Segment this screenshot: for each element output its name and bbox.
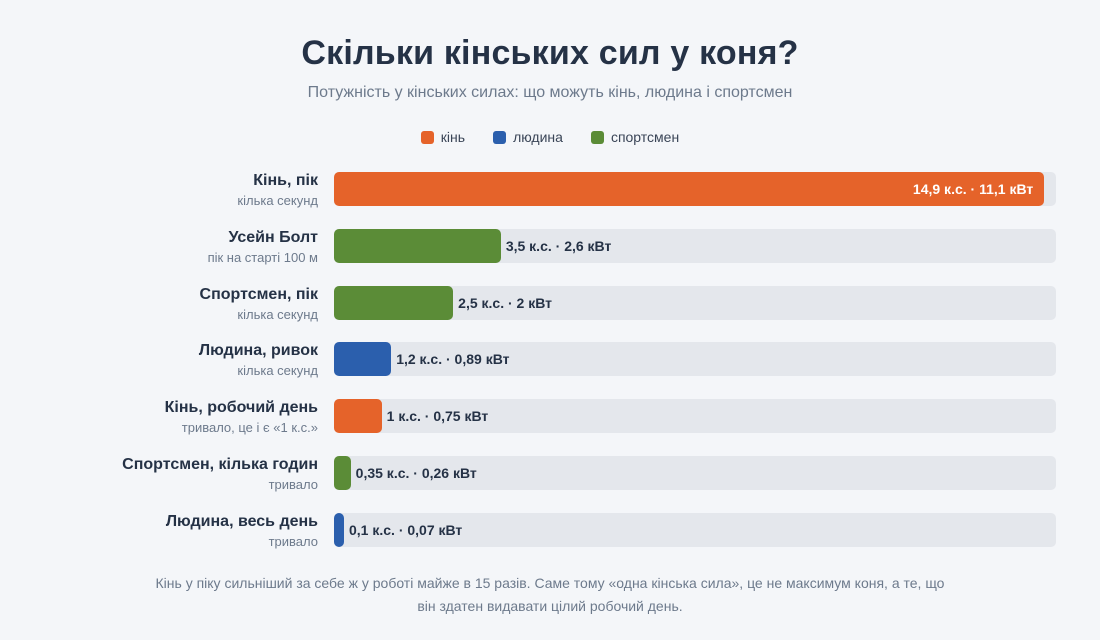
legend-swatch-horse <box>420 130 434 144</box>
bar-track: 14,9 к.с. · 11,1 кВт <box>334 172 1056 206</box>
legend-item-athlete: спортсмен <box>590 129 680 145</box>
bar <box>334 229 501 263</box>
legend-label-horse: кінь <box>440 129 466 145</box>
category-label: Кінь, пік <box>253 172 318 189</box>
legend-label-human: людина <box>513 129 563 145</box>
legend: кінь людина спортсмен <box>0 129 1100 145</box>
row-label: Спортсмен, кілька годин тривало <box>122 455 318 493</box>
legend-item-horse: кінь <box>420 129 466 145</box>
bar-track: 0,1 к.с. · 0,07 кВт <box>334 513 1056 547</box>
category-note: тривало <box>268 477 318 492</box>
category-note: кілька секунд <box>237 193 318 208</box>
bar <box>334 456 351 490</box>
value-label: 0,1 к.с. · 0,07 кВт <box>349 522 463 538</box>
category-label: Спортсмен, кілька годин <box>122 456 318 473</box>
legend-swatch-human <box>493 130 507 144</box>
row-label: Усейн Болт пік на старті 100 м <box>208 228 318 266</box>
chart-subtitle: Потужність у кінських силах: що можуть к… <box>307 84 793 101</box>
row-label: Кінь, пік кілька секунд <box>237 171 318 209</box>
bar <box>334 399 382 433</box>
legend-swatch-athlete <box>590 130 604 144</box>
chart-footnote: Кінь у піку сильніший за себе ж у роботі… <box>155 575 945 614</box>
value-label: 1 к.с. · 0,75 кВт <box>386 408 489 424</box>
bar <box>334 513 344 547</box>
category-note: кілька секунд <box>237 307 318 322</box>
value-label: 14,9 к.с. · 11,1 кВт <box>912 181 1034 197</box>
bar <box>334 342 392 376</box>
value-label: 1,2 к.с. · 0,89 кВт <box>396 351 510 367</box>
category-note: тривало, це і є «1 к.с.» <box>181 420 318 435</box>
legend-item-human: людина <box>493 129 563 145</box>
category-label: Людина, весь день <box>165 513 318 530</box>
category-label: Усейн Болт <box>228 229 318 246</box>
category-note: пік на старті 100 м <box>207 250 318 265</box>
row-label: Людина, весь день тривало <box>166 512 318 550</box>
category-note: тривало <box>268 534 318 549</box>
bar-track: 1 к.с. · 0,75 кВт <box>334 399 1056 433</box>
value-label: 3,5 к.с. · 2,6 кВт <box>505 238 612 254</box>
bar <box>334 286 454 320</box>
category-label: Людина, ривок <box>198 342 318 359</box>
category-label: Кінь, робочий день <box>164 399 318 416</box>
bar-track: 2,5 к.с. · 2 кВт <box>334 286 1056 320</box>
chart-title: Скільки кінських сил у коня? <box>301 34 799 72</box>
legend-label-athlete: спортсмен <box>610 129 680 145</box>
row-label: Спортсмен, пік кілька секунд <box>200 285 318 323</box>
value-label: 2,5 к.с. · 2 кВт <box>458 295 552 311</box>
category-label: Спортсмен, пік <box>199 286 318 303</box>
row-label: Кінь, робочий день тривало, це і є «1 к.с… <box>165 398 318 436</box>
bar-track: 0,35 к.с. · 0,26 кВт <box>334 456 1056 490</box>
value-label: 0,35 к.с. · 0,26 кВт <box>355 465 477 481</box>
bar-track: 3,5 к.с. · 2,6 кВт <box>334 229 1056 263</box>
bar <box>334 172 1045 206</box>
bar-track: 1,2 к.с. · 0,89 кВт <box>334 342 1056 376</box>
row-label: Людина, ривок кілька секунд <box>199 341 318 379</box>
category-note: кілька секунд <box>237 363 318 378</box>
